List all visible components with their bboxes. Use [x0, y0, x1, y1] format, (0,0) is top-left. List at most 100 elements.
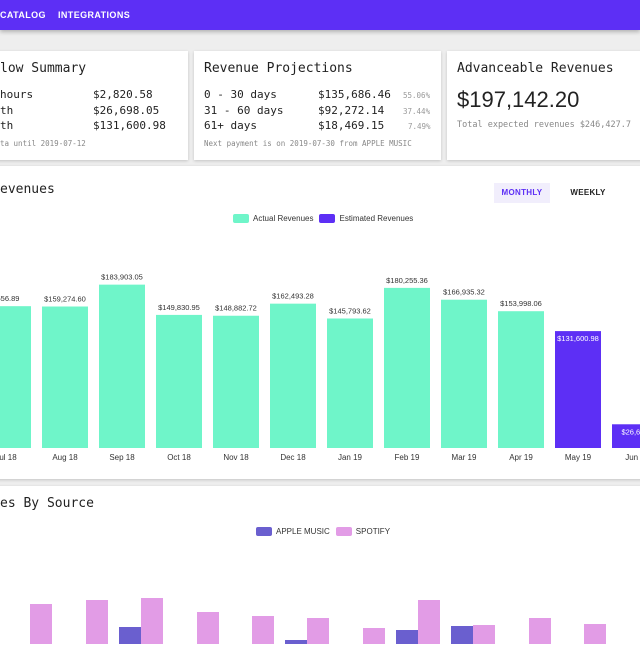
spotify-bar[interactable] — [473, 625, 495, 644]
bar-value-label: $153,998.06 — [500, 299, 542, 308]
row-label: 0 - 30 days — [204, 88, 277, 101]
row-value: $92,272.14 — [318, 104, 385, 117]
x-tick-label: Aug 18 — [52, 453, 78, 462]
bar-value-label: $148,882.72 — [215, 304, 257, 313]
revenue-bar[interactable] — [498, 311, 544, 448]
weekly-toggle[interactable]: WEEKLY — [570, 188, 606, 197]
row-label: 31 - 60 days — [204, 104, 284, 117]
advanceable-revenues-card: Advanceable Revenues $197,142.20 Total e… — [447, 51, 640, 160]
legend-swatch — [319, 214, 336, 223]
bar-value-label: $159,274.60 — [44, 295, 86, 304]
spotify-bar[interactable] — [307, 618, 329, 644]
row-value: $26,698.05 — [93, 104, 160, 117]
revenue-bar[interactable] — [42, 306, 88, 448]
legend-label: Actual Revenues — [253, 214, 314, 223]
row-value: $2,820.58 — [93, 88, 153, 101]
row-label: hours — [0, 88, 34, 101]
top-nav: CATALOG INTEGRATIONS — [0, 0, 640, 30]
row-percent: 7.49% — [408, 122, 431, 131]
apple-music-bar[interactable] — [285, 640, 307, 644]
revenue-bar[interactable] — [555, 331, 601, 448]
x-tick-label: Sep 18 — [109, 453, 135, 462]
revenues-legend: Actual Revenues Estimated Revenues — [233, 214, 419, 223]
advanceable-amount: $197,142.20 — [457, 87, 580, 112]
legend-swatch — [256, 527, 272, 536]
card-title: low Summary — [0, 61, 87, 76]
bar-value-label: $145,793.62 — [329, 306, 371, 315]
bar-value-label: $26,698 — [621, 427, 640, 436]
footnote: ta until 2019-07-12 — [0, 139, 86, 148]
spotify-bar[interactable] — [529, 618, 551, 644]
row-value: $135,686.46 — [318, 88, 391, 101]
revenue-bar[interactable] — [612, 424, 640, 448]
source-bar-chart — [30, 598, 606, 644]
x-tick-label: Jun 1 — [625, 453, 640, 462]
footnote: Next payment is on 2019-07-30 from APPLE… — [204, 139, 412, 148]
spotify-bar[interactable] — [197, 612, 219, 644]
revenue-bar[interactable] — [213, 315, 259, 448]
bar-value-label: $183,903.05 — [101, 273, 143, 282]
revenue-bar[interactable] — [384, 287, 430, 448]
x-tick-label: Nov 18 — [223, 453, 249, 462]
legend-label: Estimated Revenues — [339, 214, 414, 223]
legend-label: SPOTIFY — [355, 527, 391, 536]
bar-value-label: $162,493.28 — [272, 292, 314, 301]
nav-item-integrations[interactable]: INTEGRATIONS — [58, 10, 131, 20]
revenue-bar[interactable] — [327, 318, 373, 448]
revenues-by-source-card: es By Source APPLE MUSIC SPOTIFY — [0, 486, 640, 656]
card-title: Revenue Projections — [204, 61, 353, 76]
spotify-bar[interactable] — [363, 628, 385, 644]
legend-item-apple-music[interactable]: APPLE MUSIC — [256, 527, 330, 536]
legend-item-actual[interactable]: Actual Revenues — [233, 214, 313, 223]
legend-label: APPLE MUSIC — [276, 527, 330, 536]
row-value: $18,469.15 — [318, 119, 385, 132]
monthly-toggle[interactable]: MONTHLY — [494, 183, 550, 203]
spotify-bar[interactable] — [252, 616, 274, 644]
spotify-bar[interactable] — [30, 604, 52, 644]
revenue-bar[interactable] — [99, 284, 145, 448]
spotify-bar[interactable] — [141, 598, 163, 644]
cashflow-summary-card: low Summary hours $2,820.58 th $26,698.0… — [0, 51, 188, 160]
revenue-bar[interactable] — [441, 299, 487, 448]
x-tick-label: ul 18 — [0, 453, 17, 462]
revenues-chart-card: evenues MONTHLY WEEKLY Actual Revenues E… — [0, 166, 640, 479]
x-tick-label: May 19 — [565, 453, 592, 462]
revenue-bar[interactable] — [156, 314, 202, 448]
x-tick-label: Dec 18 — [280, 453, 306, 462]
legend-item-spotify[interactable]: SPOTIFY — [335, 527, 391, 536]
card-title: Advanceable Revenues — [457, 61, 614, 76]
bar-value-label: $166,935.32 — [443, 288, 485, 297]
row-label: 61+ days — [204, 119, 257, 132]
x-tick-label: Mar 19 — [452, 453, 477, 462]
card-title: es By Source — [0, 496, 94, 511]
x-tick-label: Oct 18 — [167, 453, 191, 462]
row-percent: 37.44% — [403, 107, 431, 116]
row-label: th — [0, 119, 14, 132]
apple-music-bar[interactable] — [451, 626, 473, 644]
legend-swatch — [233, 214, 249, 223]
x-tick-label: Apr 19 — [509, 453, 533, 462]
bar-value-label: $131,600.98 — [557, 334, 599, 343]
x-tick-label: Feb 19 — [395, 453, 420, 462]
apple-music-bar[interactable] — [396, 630, 418, 644]
spotify-bar[interactable] — [584, 624, 606, 644]
nav-item-catalog[interactable]: CATALOG — [0, 10, 46, 20]
spotify-bar[interactable] — [86, 600, 108, 644]
row-label: th — [0, 104, 14, 117]
footnote: Total expected revenues $246,427.7 — [457, 120, 631, 130]
source-legend: APPLE MUSIC SPOTIFY — [256, 527, 396, 536]
bar-value-label: $149,830.95 — [158, 303, 200, 312]
row-percent: 55.06% — [403, 91, 431, 100]
legend-item-estimated[interactable]: Estimated Revenues — [319, 214, 413, 223]
bar-value-label: 656.89 — [0, 294, 19, 303]
spotify-bar[interactable] — [418, 600, 440, 644]
card-title: evenues — [0, 182, 55, 197]
revenue-projections-card: Revenue Projections 0 - 30 days $135,686… — [194, 51, 441, 160]
revenues-bar-chart: 656.89 ul 18 $159,274.60 Aug 18 $183,903.05 S… — [0, 273, 640, 462]
apple-music-bar[interactable] — [119, 627, 141, 644]
legend-swatch — [335, 527, 352, 536]
revenue-bar[interactable] — [270, 303, 316, 448]
revenue-bar[interactable] — [0, 306, 31, 448]
bar-value-label: $180,255.36 — [386, 276, 428, 285]
row-value: $131,600.98 — [93, 119, 166, 132]
